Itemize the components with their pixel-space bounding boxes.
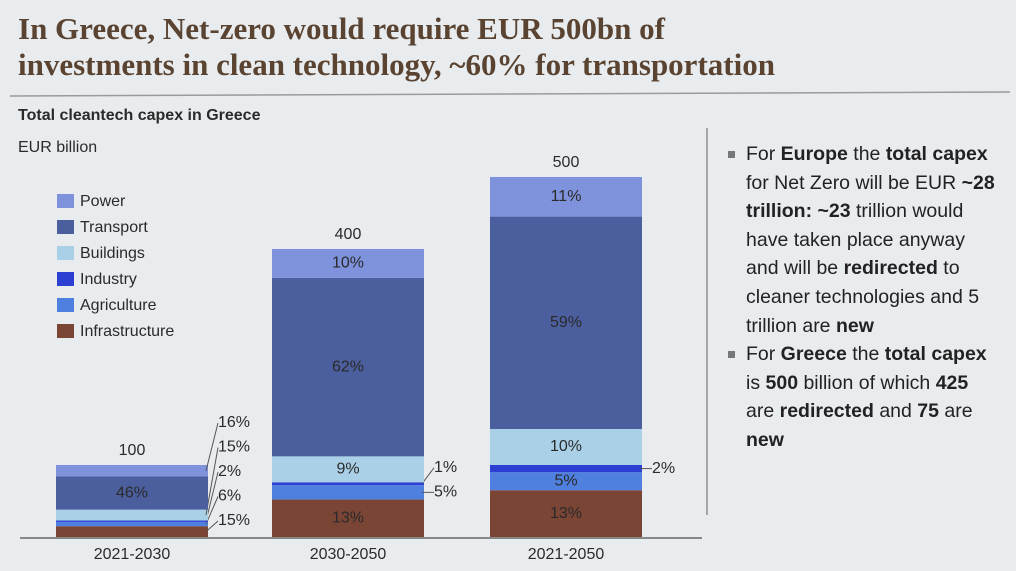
chart-title: investments in clean technology, ~60% fo… <box>18 47 775 82</box>
legend-swatch <box>57 298 74 312</box>
note-text: For <box>746 143 781 165</box>
bar-segment <box>56 520 208 522</box>
bar-value-label: 13% <box>550 505 582 522</box>
bar-value-label: 10% <box>550 438 582 455</box>
note-text: total capex <box>885 143 988 165</box>
bar-total-label: 100 <box>119 442 146 459</box>
note-bullet: For Greece the total capex is 500 billio… <box>726 340 996 454</box>
note-text: new <box>746 428 784 451</box>
bar-value-label: 16% <box>218 414 250 431</box>
bar-value-label: 59% <box>550 314 582 331</box>
note-text: 500 <box>765 371 799 394</box>
legend-swatch <box>57 220 74 234</box>
bar-segment <box>490 472 642 491</box>
bar-segment <box>490 216 642 429</box>
note-text: are <box>938 400 973 423</box>
chart-title: In Greece, Net-zero would require EUR 50… <box>18 11 666 46</box>
note-text: 75 <box>917 400 939 423</box>
bar-segment <box>490 490 642 537</box>
note-text: ~23 <box>817 200 851 223</box>
note-text: 425 <box>935 371 969 394</box>
note-text: billion of which <box>798 371 936 394</box>
notes: For Europe the total capex for Net Zero … <box>726 140 996 455</box>
legend-swatch <box>57 246 74 260</box>
note-text: to cleaner technologies and 5 trillion a… <box>746 257 980 337</box>
subtitle: Total cleantech capex in Greece <box>18 107 261 124</box>
bar-segment <box>490 177 642 217</box>
bar-segment <box>272 485 424 500</box>
note-text: for Net Zero will be EUR <box>746 171 962 194</box>
x-tick-label: 2030-2050 <box>310 546 387 563</box>
leader-line <box>205 422 219 471</box>
bar-segment <box>272 499 424 537</box>
bar-value-label: 13% <box>332 509 364 526</box>
note-text: Europe <box>780 143 848 165</box>
bar-segment <box>272 277 424 457</box>
note-text: ~28 trillion: <box>746 171 995 223</box>
legend-swatch <box>57 194 74 208</box>
legend-label: Infrastructure <box>80 323 174 340</box>
unit-label: EUR billion <box>18 139 97 156</box>
note-text: For <box>746 343 781 366</box>
note-text: redirected <box>843 257 938 280</box>
note-bullet: For Europe the total capex for Net Zero … <box>726 140 996 340</box>
note-text: trillion would have taken place anyway a… <box>746 200 965 280</box>
legend-label: Transport <box>80 219 148 236</box>
note-text: the <box>847 143 886 165</box>
bar-value-label: 6% <box>218 488 241 505</box>
bar-total-label: 500 <box>553 154 580 171</box>
bar-segment <box>56 465 208 477</box>
note-text: are <box>746 400 780 423</box>
bar-segment <box>272 482 424 486</box>
bar-segment <box>272 249 424 278</box>
bar-value-label: 10% <box>332 255 364 272</box>
bar-value-label: 2% <box>218 463 241 480</box>
x-tick-label: 2021-2030 <box>94 546 171 563</box>
bar-value-label: 62% <box>332 358 364 375</box>
bar-segment <box>490 429 642 465</box>
legend-label: Buildings <box>80 245 145 262</box>
note-text: the <box>846 343 885 366</box>
bar-segment <box>56 526 208 537</box>
bar-value-label: 5% <box>554 472 577 489</box>
leader-line <box>205 520 219 532</box>
note-text: new <box>835 314 874 337</box>
bar-value-label: 1% <box>434 459 457 476</box>
bar-segment <box>56 509 208 521</box>
bar-value-label: 2% <box>652 460 675 477</box>
x-tick-label: 2021-2050 <box>528 546 605 563</box>
note-text: Greece <box>780 343 847 366</box>
bar-segment <box>490 465 642 473</box>
bar-value-label: 46% <box>116 484 148 501</box>
note-text: is <box>746 371 766 394</box>
legend-label: Industry <box>80 271 137 288</box>
bar-value-label: 11% <box>551 188 582 205</box>
note-text: redirected <box>779 400 874 423</box>
bar-segment <box>56 476 208 510</box>
legend-swatch <box>57 324 74 338</box>
note-text: total capex <box>884 343 987 366</box>
bar-value-label: 5% <box>434 484 457 501</box>
bar-value-label: 9% <box>336 461 359 478</box>
bar-segment <box>56 521 208 527</box>
note-text: and <box>873 400 918 423</box>
legend-label: Agriculture <box>80 297 157 314</box>
legend-swatch <box>57 272 74 286</box>
bar-total-label: 400 <box>335 226 362 243</box>
bar-value-label: 15% <box>218 512 250 529</box>
title-rule <box>9 91 1011 97</box>
legend-label: Power <box>80 193 126 210</box>
bar-value-label: 15% <box>218 439 250 456</box>
bar-segment <box>272 456 424 483</box>
